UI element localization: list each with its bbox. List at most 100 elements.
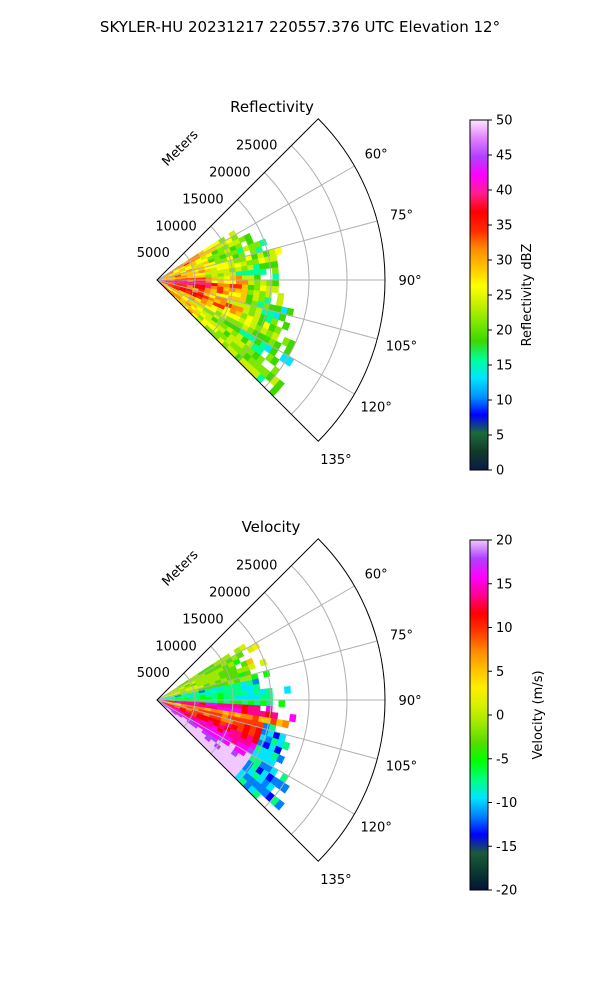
colorbar-tick-label: -15 [496,840,517,855]
velocity-radial-axis-label: Meters [160,547,202,589]
range-tick-label: 20000 [209,586,250,601]
azimuth-tick-label: 120° [361,401,392,416]
echo-cell [271,261,278,268]
colorbar-tick-label: 0 [496,709,504,724]
echo-cell [224,692,231,696]
echo-cell [236,700,243,705]
echo-cell [218,700,225,704]
reflectivity-echo-field [157,230,296,397]
echo-cell [212,280,219,283]
echo-cell [266,700,273,706]
colorbar-tick-label: 50 [496,114,513,129]
echo-cell [218,280,225,284]
echo-cell [260,694,267,700]
echo-cell [236,271,243,276]
echo-cell [224,280,231,284]
echo-cell [254,269,261,275]
velocity-colorbar-fill [470,540,488,890]
range-tick-label: 5000 [137,666,170,681]
azimuth-tick-label: 90° [399,274,422,289]
colorbar-tick-label: 40 [496,184,513,199]
echo-cell [217,273,224,277]
azimuth-tick-label: 105° [386,340,417,355]
echo-cell [247,265,254,271]
colorbar-tick-label: 5 [496,429,504,444]
echo-cell [242,280,249,285]
colorbar-tick-label: -20 [496,884,517,899]
range-tick-label: 25000 [236,139,277,154]
echo-cell [254,689,261,695]
echo-cell [284,686,291,694]
range-tick-label: 10000 [155,219,196,234]
echo-cell [248,700,255,705]
echo-cell [260,269,267,275]
echo-cell [278,700,285,707]
colorbar-tick-label: 15 [496,359,513,374]
colorbar-tick-label: 20 [496,534,513,549]
colorbar-tick-label: 30 [496,254,513,269]
echo-cell [253,684,260,690]
azimuth-tick-label: 135° [320,873,351,888]
reflectivity-colorbar-ticks: 0 5 10 15 20 25 30 35 40 45 50 [488,114,513,479]
range-tick-label: 25000 [236,559,277,574]
echo-cell [260,280,267,286]
echo-cell [248,270,255,276]
echo-cell [236,280,243,285]
echo-cell [254,700,261,706]
echo-cell [266,706,273,713]
echo-cell [254,280,261,286]
echo-cell [289,714,296,722]
echo-cell [224,700,231,704]
azimuth-tick-label: 60° [365,567,388,582]
reflectivity-radial-axis-label: Meters [160,127,202,169]
echo-cell [248,690,255,696]
reflectivity-title: Reflectivity [230,98,314,116]
echo-cell [259,263,266,270]
echo-cell [254,695,261,701]
echo-cell [236,691,243,696]
velocity-azimuth-labels: 60°75°90°105°120°135° [320,567,421,887]
colorbar-tick-label: 25 [496,289,513,304]
reflectivity-colorbar-fill [470,120,488,470]
colorbar-tick-label: 5 [496,665,504,680]
figure-suptitle: SKYLER-HU 20231217 220557.376 UTC Elevat… [100,18,500,36]
colorbar-tick-label: -5 [496,752,509,767]
echo-cell [217,693,224,697]
echo-cell [247,685,254,691]
echo-cell [224,272,231,276]
echo-cell [254,275,261,281]
echo-cell [248,280,255,285]
echo-cell [242,270,249,275]
colorbar-tick-label: 45 [496,149,513,164]
echo-cell [266,694,273,700]
echo-cell [260,285,267,291]
reflectivity-azimuth-labels: 60°75°90°105°120°135° [320,147,421,467]
colorbar-tick-label: 20 [496,324,513,339]
colorbar-tick-label: 0 [496,464,504,479]
azimuth-tick-label: 90° [399,694,422,709]
range-tick-label: 5000 [137,246,170,261]
echo-cell [282,720,290,728]
range-tick-label: 15000 [182,612,223,627]
range-tick-label: 15000 [182,192,223,207]
colorbar-tick-label: -10 [496,796,517,811]
echo-cell [272,267,279,274]
azimuth-tick-label: 105° [386,760,417,775]
echo-cell [272,274,279,281]
echo-cell [212,700,219,703]
echo-cell [266,286,273,293]
colorbar-tick-label: 10 [496,394,513,409]
echo-cell [260,700,267,706]
colorbar-tick-label: 35 [496,219,513,234]
range-tick-label: 20000 [209,166,250,181]
velocity-echo-field [157,642,296,810]
azimuth-tick-label: 60° [365,147,388,162]
reflectivity-panel: Reflectivity 5000 10000 15000 20000 25000 60… [137,98,422,468]
echo-cell [266,688,273,695]
azimuth-tick-label: 135° [320,453,351,468]
velocity-polar-grid [157,539,385,861]
